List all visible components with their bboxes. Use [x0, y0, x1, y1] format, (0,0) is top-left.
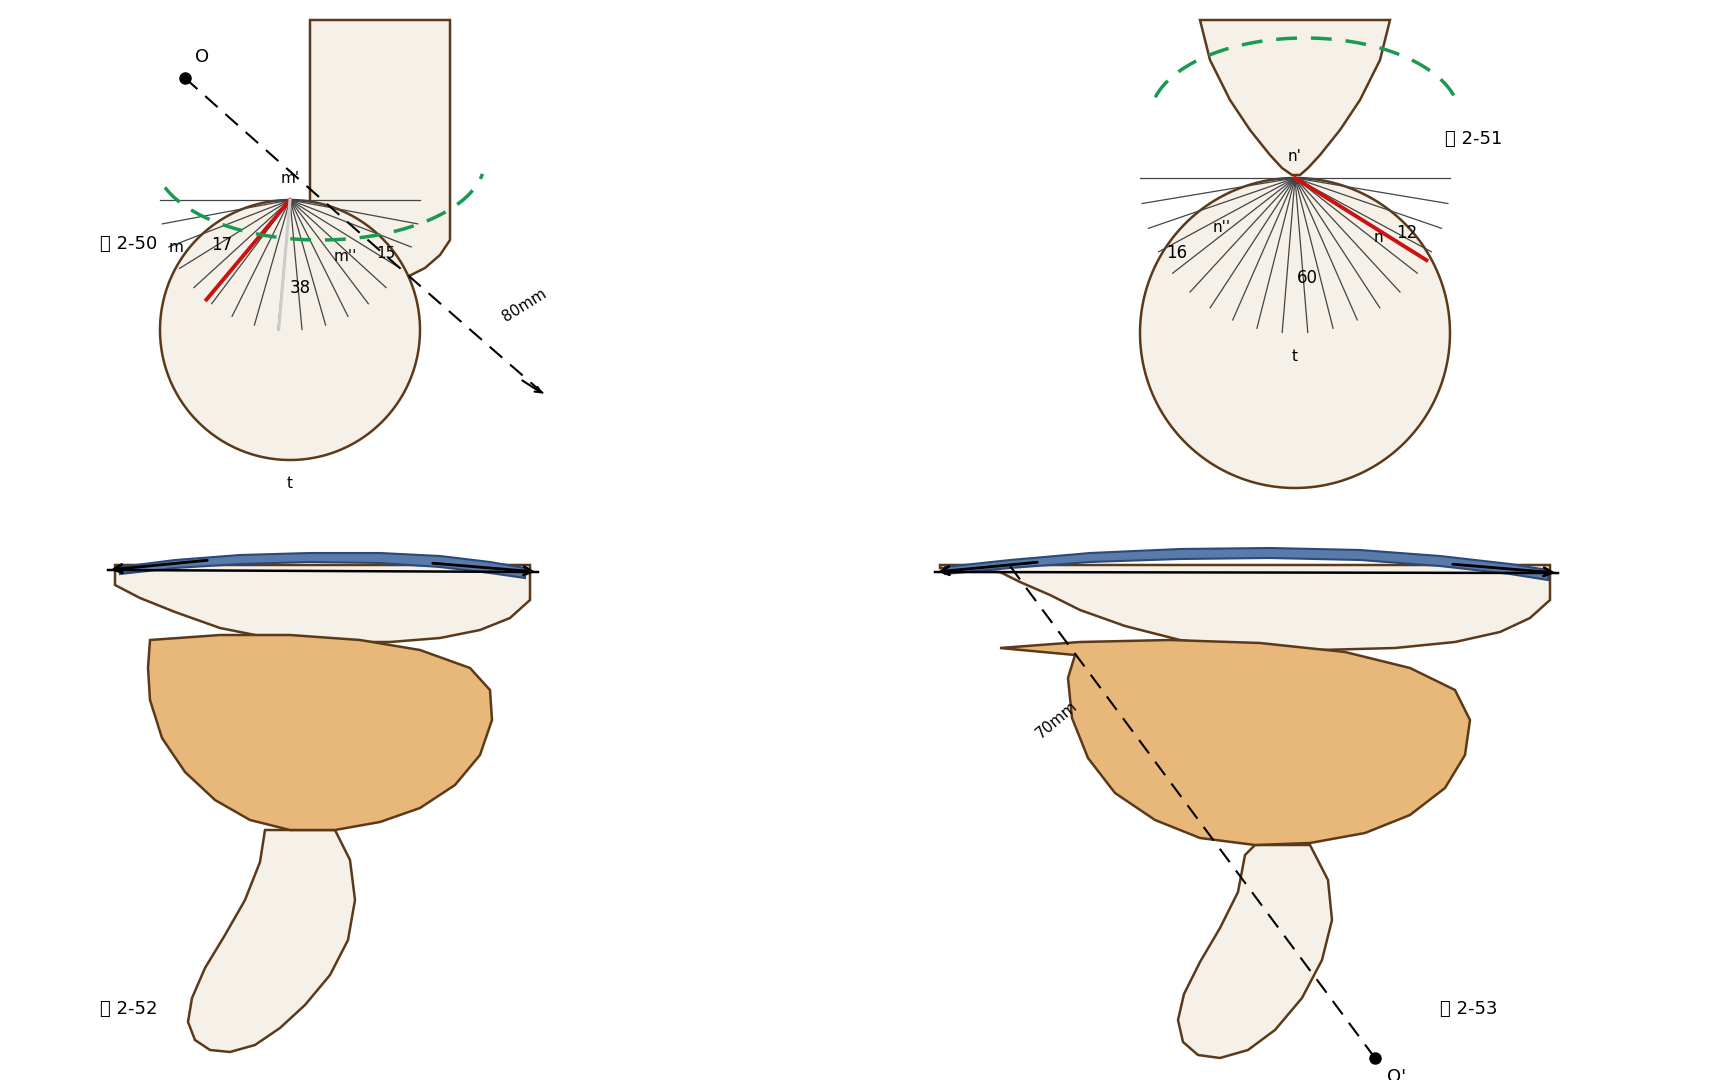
Text: m': m' — [280, 171, 299, 186]
Text: m: m — [169, 240, 183, 255]
Polygon shape — [1001, 640, 1471, 845]
Polygon shape — [119, 553, 525, 578]
Text: 图 2-50: 图 2-50 — [100, 235, 157, 253]
Text: 16: 16 — [1166, 244, 1187, 262]
Text: 80mm: 80mm — [499, 285, 550, 324]
Text: n: n — [1374, 230, 1384, 245]
Text: n'': n'' — [1213, 220, 1230, 235]
Text: n': n' — [1287, 149, 1301, 164]
Polygon shape — [297, 21, 449, 292]
Polygon shape — [161, 200, 420, 460]
Text: 图 2-51: 图 2-51 — [1445, 130, 1502, 148]
Text: 图 2-53: 图 2-53 — [1439, 1000, 1498, 1018]
Text: t: t — [287, 476, 294, 491]
Text: t: t — [1293, 349, 1298, 364]
Polygon shape — [116, 565, 530, 642]
Polygon shape — [945, 548, 1548, 580]
Polygon shape — [1199, 21, 1389, 175]
Text: m'': m'' — [334, 249, 358, 265]
Text: O: O — [195, 48, 209, 66]
Text: 17: 17 — [211, 237, 233, 254]
Text: 60: 60 — [1296, 269, 1317, 287]
Polygon shape — [188, 831, 354, 1052]
Polygon shape — [149, 635, 492, 831]
Text: 图 2-52: 图 2-52 — [100, 1000, 157, 1018]
Text: 70mm: 70mm — [1033, 699, 1080, 742]
Polygon shape — [940, 565, 1550, 650]
Polygon shape — [1140, 178, 1450, 488]
Text: 12: 12 — [1396, 224, 1417, 242]
Text: 15: 15 — [377, 246, 396, 261]
Polygon shape — [1178, 845, 1332, 1058]
Text: 38: 38 — [289, 279, 311, 297]
Text: O': O' — [1388, 1068, 1407, 1080]
